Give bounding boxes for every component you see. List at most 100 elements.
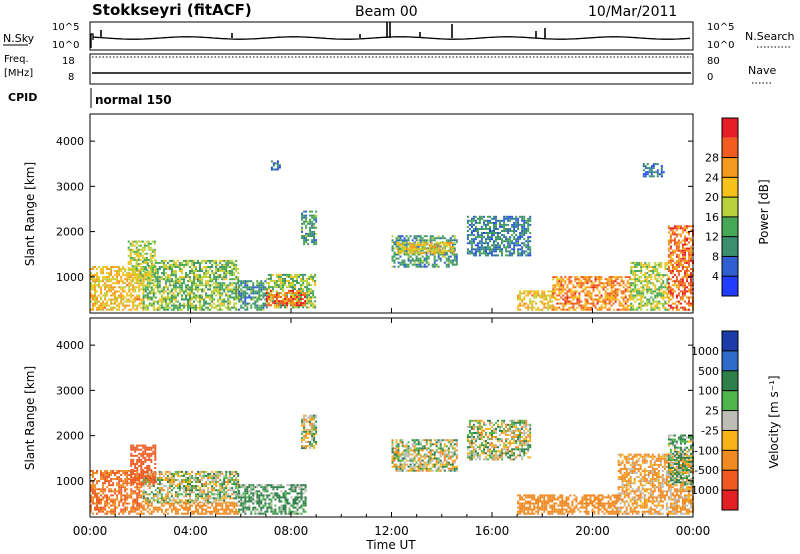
data-cell	[632, 282, 635, 285]
data-cell	[134, 288, 137, 291]
data-cell	[156, 288, 159, 291]
data-cell	[156, 284, 159, 287]
data-cell	[141, 275, 144, 278]
data-cell	[238, 292, 241, 295]
freq-panel: Freq. [MHz] 18 8 80 0 Nave	[4, 53, 776, 85]
data-cell	[630, 308, 633, 311]
data-cell	[632, 304, 635, 307]
data-cell	[503, 236, 506, 239]
data-cell	[124, 470, 127, 472]
data-cell	[626, 280, 629, 283]
data-cell	[116, 496, 119, 499]
data-cell	[673, 290, 676, 293]
data-cell	[124, 490, 127, 493]
data-cell	[225, 276, 228, 279]
data-cell	[646, 282, 649, 285]
data-cell	[233, 274, 236, 277]
data-cell	[178, 501, 181, 504]
data-cell	[495, 217, 497, 220]
data-cell	[472, 248, 475, 251]
data-cell	[168, 479, 171, 481]
data-cell	[195, 274, 197, 277]
data-cell	[430, 246, 433, 249]
data-cell	[568, 308, 571, 311]
data-cell	[100, 292, 102, 295]
data-cell	[217, 263, 220, 266]
data-cell	[282, 282, 284, 284]
data-cell	[628, 284, 631, 287]
data-cell	[213, 489, 216, 492]
data-cell	[126, 496, 129, 499]
data-cell	[211, 300, 214, 303]
data-cell	[211, 470, 214, 473]
data-cell	[146, 304, 149, 307]
data-cell	[541, 290, 544, 293]
data-cell	[307, 239, 310, 242]
data-cell	[183, 278, 185, 281]
data-cell	[262, 296, 265, 299]
data-cell	[521, 250, 524, 253]
data-cell	[675, 259, 678, 262]
data-cell	[145, 252, 148, 255]
data-cell	[94, 302, 96, 305]
data-cell	[181, 493, 183, 496]
data-cell	[148, 472, 151, 475]
data-cell	[162, 292, 165, 295]
data-cell	[158, 501, 161, 504]
data-cell	[90, 510, 92, 513]
data-cell	[489, 246, 491, 249]
data-cell	[158, 472, 161, 475]
data-cell	[423, 259, 426, 262]
data-cell	[124, 488, 127, 491]
data-cell	[273, 304, 276, 307]
data-cell	[248, 302, 251, 305]
data-cell	[606, 296, 609, 299]
data-cell	[150, 474, 153, 477]
data-cell	[574, 294, 577, 297]
data-cell	[519, 290, 522, 293]
data-cell	[274, 168, 277, 171]
data-cell	[138, 512, 141, 515]
data-cell	[172, 483, 175, 486]
data-cell	[181, 282, 183, 285]
data-cell	[399, 239, 402, 242]
data-cell	[584, 280, 587, 283]
data-cell	[411, 257, 414, 260]
data-cell	[265, 306, 268, 309]
data-cell	[409, 259, 412, 262]
data-cell	[133, 265, 136, 268]
data-cell	[114, 302, 117, 305]
data-cell	[688, 259, 690, 262]
data-cell	[684, 255, 686, 258]
data-cell	[421, 261, 424, 264]
data-cell	[660, 173, 663, 176]
data-cell	[453, 243, 456, 246]
data-cell	[407, 257, 410, 260]
data-cell	[134, 304, 137, 307]
data-cell	[136, 294, 139, 297]
data-cell	[248, 294, 251, 297]
data-cell	[258, 284, 261, 287]
data-cell	[96, 276, 98, 279]
data-cell	[310, 284, 313, 287]
data-cell	[666, 278, 669, 281]
data-cell	[106, 510, 109, 513]
data-cell	[122, 308, 125, 311]
data-cell	[638, 288, 641, 291]
data-cell	[455, 257, 458, 260]
data-cell	[148, 282, 151, 285]
data-cell	[205, 302, 208, 305]
data-cell	[195, 489, 197, 492]
data-cell	[308, 292, 311, 295]
data-cell	[523, 223, 526, 226]
data-cell	[688, 302, 690, 305]
data-cell	[162, 272, 165, 275]
data-cell	[679, 298, 682, 301]
data-cell	[114, 502, 117, 505]
data-cell	[193, 300, 195, 303]
data-cell	[102, 306, 105, 309]
data-cell	[468, 250, 471, 253]
data-cell	[535, 308, 538, 311]
data-cell	[483, 252, 485, 255]
data-cell	[614, 292, 617, 295]
